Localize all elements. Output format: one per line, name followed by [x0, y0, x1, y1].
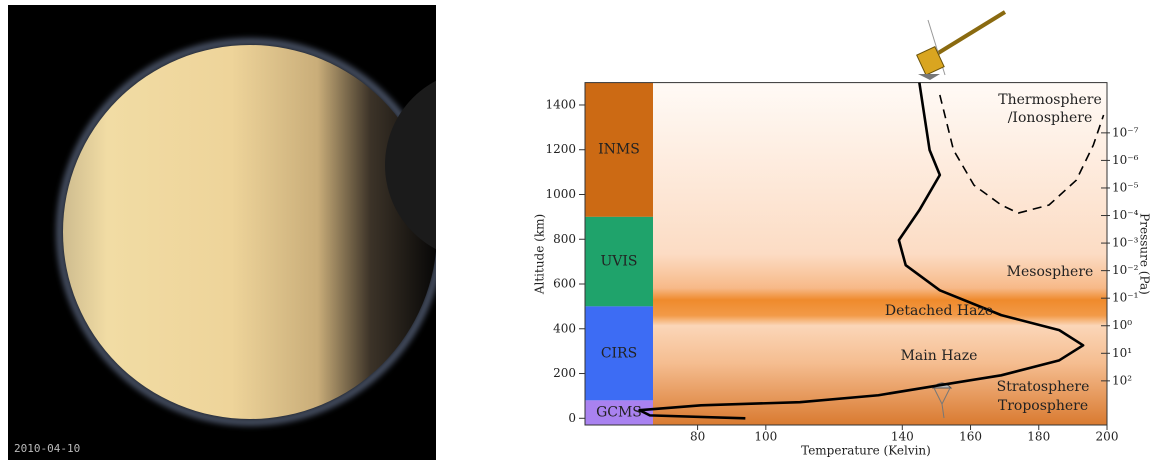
instrument-label: UVIS — [600, 254, 637, 270]
y-tick-label: 200 — [553, 366, 576, 380]
y-tick-label: 600 — [553, 277, 576, 291]
y-tick-label: 1200 — [545, 142, 576, 156]
region-label: /Ionosphere — [1008, 110, 1093, 126]
y2-tick-label: 10⁻⁶ — [1112, 153, 1139, 167]
instrument-label: INMS — [598, 142, 640, 158]
x-tick-label: 180 — [1027, 430, 1050, 444]
y-tick-label: 0 — [568, 411, 576, 425]
x-tick-label: 100 — [754, 430, 777, 444]
x-tick-label: 140 — [891, 430, 914, 444]
y2-tick-label: 10⁻⁵ — [1112, 180, 1139, 194]
y-tick-label: 1400 — [545, 97, 576, 111]
y-tick-label: 400 — [553, 321, 576, 335]
y2-tick-label: 10⁻¹ — [1112, 291, 1138, 305]
x-tick-label: 160 — [959, 430, 982, 444]
x-tick-label: 200 — [1096, 430, 1119, 444]
region-label: Detached Haze — [885, 303, 993, 319]
instrument-label: CIRS — [601, 345, 637, 361]
atmosphere-background — [653, 83, 1107, 425]
titan-disk — [63, 45, 437, 419]
y-tick-label: 1000 — [545, 187, 576, 201]
y2-axis-label: Pressure (Pa) — [1138, 213, 1152, 295]
titan-photo: 2010-04-10 — [8, 5, 575, 460]
y2-tick-label: 10¹ — [1112, 346, 1132, 360]
x-tick-label: 80 — [690, 430, 705, 444]
y2-tick-label: 10⁻⁷ — [1112, 125, 1139, 139]
y-axis-label: Altitude (km) — [533, 214, 547, 295]
region-label: Stratosphere — [997, 379, 1090, 395]
region-label: Troposphere — [998, 398, 1088, 414]
y2-tick-label: 10⁻⁴ — [1112, 208, 1139, 222]
region-label: Mesosphere — [1007, 264, 1094, 280]
y2-tick-label: 10⁻³ — [1112, 236, 1139, 250]
region-label: Thermosphere — [998, 92, 1101, 108]
y2-tick-label: 10⁰ — [1112, 318, 1132, 332]
region-label: Main Haze — [901, 348, 978, 364]
figure: 2010-04-10 INMS UVIS CIRS GCMS 0 200 400 600 800… — [0, 0, 1154, 461]
y-tick-label: 800 — [553, 232, 576, 246]
y2-tick-label: 10² — [1112, 373, 1132, 387]
spacecraft — [917, 12, 1005, 80]
y2-tick-label: 10⁻² — [1112, 263, 1139, 277]
x-axis-label: Temperature (Kelvin) — [801, 444, 931, 458]
instrument-label: GCMS — [596, 405, 642, 421]
photo-date: 2010-04-10 — [14, 442, 80, 455]
